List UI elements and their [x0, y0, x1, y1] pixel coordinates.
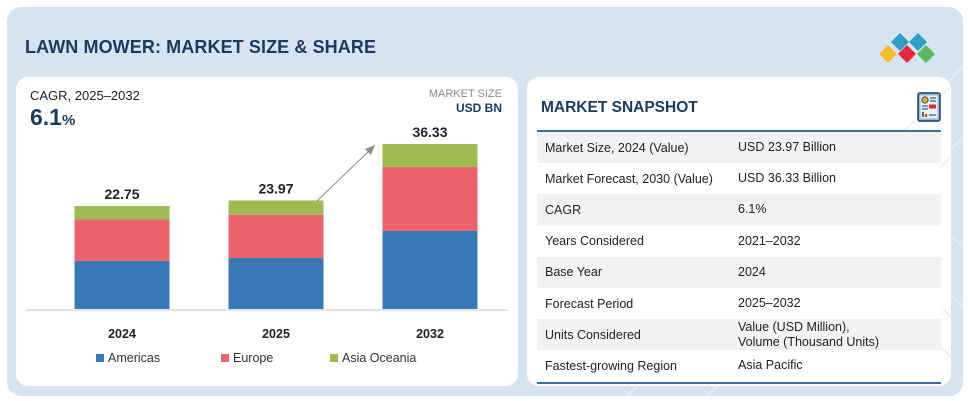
snapshot-key: Market Forecast, 2030 (Value) [545, 171, 713, 186]
bar-segment-europe-2032 [382, 166, 478, 231]
bar-total-label: 36.33 [412, 124, 447, 140]
bar-segment-europe-2024 [74, 219, 170, 261]
legend-swatch-europe [221, 354, 229, 362]
legend-item-europe: Europe [221, 351, 273, 365]
legend-label: Asia Oceania [342, 351, 417, 365]
market-size-panel: CAGR, 2025–2032 6.1% MARKET SIZE USD BN … [16, 77, 518, 386]
bar-total-label: 22.75 [104, 186, 139, 202]
snapshot-value-line: Value (USD Million), [738, 319, 850, 334]
legend-label: Americas [108, 351, 161, 365]
snapshot-row: Base Year 2024 [537, 256, 941, 288]
legend-swatch-americas [96, 354, 104, 362]
cagr-number: 6.1 [30, 104, 62, 130]
snapshot-value: USD 23.97 Billion [738, 140, 836, 155]
snapshot-row: CAGR 6.1% [537, 194, 941, 226]
market-size-unit: USD BN [455, 101, 502, 115]
report-icon [917, 92, 941, 122]
bar-segment-europe-2025 [228, 214, 324, 259]
page-title: LAWN MOWER: MARKET SIZE & SHARE [25, 37, 377, 57]
snapshot-value: 6.1% [738, 202, 767, 217]
growth-arrow-head [365, 145, 375, 155]
snapshot-table: Market Size, 2024 (Value) USD 23.97 Bill… [537, 130, 941, 384]
cagr-unit: % [61, 112, 76, 129]
snapshot-key: Years Considered [545, 234, 644, 249]
snapshot-value: 2024 [738, 264, 766, 279]
snapshot-value-line: Volume (Thousand Units) [738, 334, 880, 349]
legend-item-asia-oceania: Asia Oceania [330, 351, 416, 365]
snapshot-row: Forecast Period 2025–2032 [537, 287, 941, 320]
market-size-label: MARKET SIZE [428, 88, 502, 100]
legend-item-americas: Americas [96, 351, 160, 365]
bar-segment-asia-oceania-2032 [382, 144, 478, 167]
logo-diamond [879, 45, 897, 63]
bar-segment-asia-oceania-2025 [228, 200, 324, 215]
snapshot-title: MARKET SNAPSHOT [541, 99, 698, 116]
cagr-value: 6.1% [30, 104, 75, 131]
bar-segment-americas-2025 [228, 258, 324, 310]
snapshot-row: Years Considered 2021–2032 [537, 225, 941, 257]
snapshot-value: 2025–2032 [738, 296, 801, 311]
logo-diamond [917, 45, 935, 63]
market-snapshot-panel: MARKET SNAPSHOT Market Size, 2024 (Value… [527, 77, 951, 386]
brand-logo [879, 33, 935, 63]
x-tick-label: 2025 [262, 327, 290, 341]
logo-diamond [891, 33, 909, 51]
snapshot-key: Base Year [545, 265, 602, 280]
snapshot-key: Units Considered [545, 327, 641, 342]
bar-segment-americas-2032 [382, 230, 478, 310]
snapshot-key: CAGR [545, 202, 582, 217]
snapshot-value: 2021–2032 [738, 233, 801, 248]
snapshot-value: Value (USD Million), Volume (Thousand Un… [738, 320, 941, 350]
x-tick-label: 2024 [108, 327, 136, 341]
infographic-card: LAWN MOWER: MARKET SIZE & SHARE CAGR, 20… [7, 7, 963, 396]
snapshot-row: Market Size, 2024 (Value) USD 23.97 Bill… [537, 132, 941, 164]
cagr-label: CAGR, 2025–2032 [30, 88, 140, 103]
bar-total-label: 23.97 [258, 180, 293, 196]
stacked-bar-chart: 22.75 2024 23.97 2025 36.33 2032 [26, 124, 508, 341]
snapshot-key: Forecast Period [545, 296, 634, 311]
snapshot-key: Market Size, 2024 (Value) [545, 140, 689, 155]
snapshot-row: Market Forecast, 2030 (Value) USD 36.33 … [537, 163, 941, 195]
legend-swatch-asia-oceania [330, 354, 338, 362]
legend-label: Europe [233, 351, 274, 365]
bar-segment-americas-2024 [74, 260, 170, 310]
x-tick-label: 2032 [416, 327, 444, 341]
bar-segment-asia-oceania-2024 [74, 206, 170, 220]
logo-diamond [898, 45, 916, 63]
logo-diamond [909, 33, 927, 51]
snapshot-row: Fastest-growing Region Asia Pacific [537, 350, 941, 382]
snapshot-row: Units Considered Value (USD Million), Vo… [537, 319, 941, 351]
snapshot-key: Fastest-growing Region [545, 358, 678, 373]
growth-arrow [316, 148, 372, 202]
snapshot-value: USD 36.33 Billion [738, 171, 836, 186]
snapshot-value: Asia Pacific [738, 358, 803, 373]
